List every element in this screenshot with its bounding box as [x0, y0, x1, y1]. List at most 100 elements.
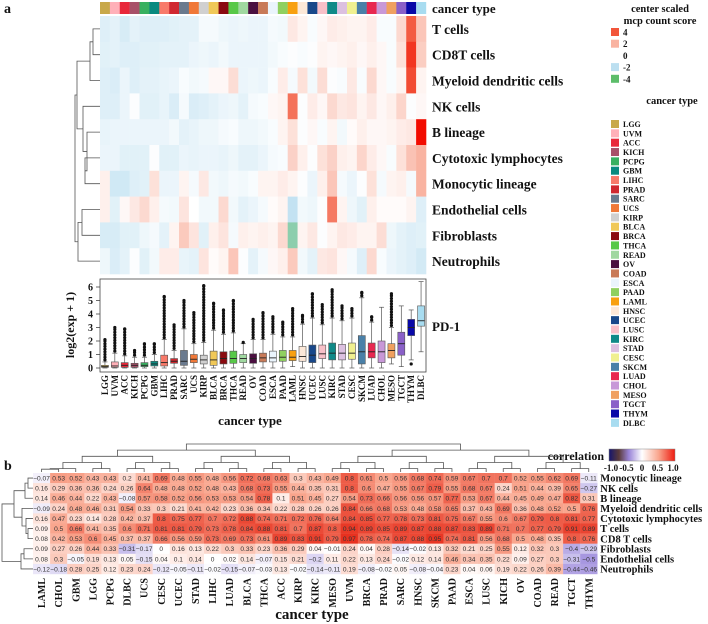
heatmap-cell: [366, 41, 377, 68]
correlation-value: 0.67: [463, 516, 476, 523]
correlation-value: 0.8: [550, 516, 559, 523]
legend-swatch-meso: [611, 390, 619, 399]
legend-swatch-lusc: [611, 325, 619, 334]
outlier-point: [212, 326, 216, 330]
legend-label-meso: MESO: [623, 391, 647, 400]
heatmap-cell: [346, 41, 358, 68]
heatmap-cell: [119, 222, 130, 249]
outlier-point: [231, 298, 235, 303]
correlation-column-labels: LAML CHOL GBM LGG PCPG DLBC UCS CESC UCEC STAD LIH…: [37, 577, 595, 609]
heatmap-cell: [386, 248, 397, 275]
heatmap-cell: [258, 170, 269, 197]
correlation-cell: [118, 553, 136, 565]
correlation-cell: [477, 563, 495, 575]
correlation-value: 0.72: [223, 516, 236, 523]
correlation-value: −0.29: [580, 546, 597, 553]
heatmap-cell: [100, 93, 111, 120]
correlation-value: 0.22: [86, 496, 99, 503]
correlation-cell: [221, 483, 239, 494]
correlation-cell: [375, 473, 393, 484]
outlier-point: [162, 330, 166, 334]
correlation-value: 0.28: [104, 516, 117, 523]
heatmap-cell: [416, 67, 427, 94]
correlation-value: 0.44: [86, 546, 99, 553]
correlation-cell: [238, 553, 256, 565]
correlation-value: 0.91: [309, 536, 322, 543]
heatmap-cell: [179, 196, 190, 223]
correlation-value: 0.35: [104, 526, 117, 533]
correlation-value: 0.88: [411, 536, 424, 543]
correlation-cell: [255, 563, 273, 575]
heatmap-cell: [208, 41, 219, 68]
correlation-value: 0.56: [172, 536, 185, 543]
outlier-point: [123, 349, 127, 353]
heatmap-cell: [317, 93, 328, 120]
heatmap-cell: [327, 67, 338, 94]
correlation-value: 0.7: [499, 475, 508, 482]
outlier-point: [202, 298, 206, 302]
correlation-value: 0.6: [362, 486, 371, 493]
correlation-cell: [33, 483, 51, 494]
heatmap-cell: [238, 222, 249, 249]
heatmap-cell: [109, 170, 121, 197]
correlation-value: 0.55: [446, 486, 459, 493]
outlier-point: [330, 311, 334, 315]
heatmap-cell: [356, 222, 368, 249]
correlation-cell: [33, 473, 51, 484]
score-legend-tick: -2: [623, 63, 631, 73]
x-tick-label: BRCA: [219, 375, 229, 401]
outlier-point: [291, 325, 295, 329]
correlation-value: 0.48: [155, 486, 168, 493]
heatmap-cell: [307, 170, 318, 197]
dendrogram-branch: [81, 209, 100, 236]
correlation-cell: [238, 523, 256, 534]
correlation-value: 0.46: [446, 556, 459, 563]
legend-swatch-dlbc: [611, 418, 619, 427]
correlation-cell: [135, 533, 153, 544]
colorbar-tick-label: -0.5: [619, 463, 634, 473]
heatmap-cell: [159, 119, 170, 146]
y-tick-label: 5: [88, 296, 93, 307]
heatmap-cell: [208, 16, 219, 43]
heatmap-cell: [327, 16, 338, 43]
outlier-point: [182, 314, 186, 318]
outlier-point: [212, 307, 216, 311]
heatmap-cell: [287, 41, 298, 68]
correlation-value: 0.19: [343, 566, 356, 573]
correlation-cell: [221, 503, 239, 514]
correlation-column-label: LGG: [88, 578, 99, 600]
heatmap-cell: [218, 145, 229, 172]
score-legend-swatch: [611, 39, 619, 48]
score-legend-tick: 2: [623, 39, 628, 49]
correlation-cell: [392, 543, 410, 554]
correlation-value: 0.27: [531, 556, 544, 563]
outlier-point: [162, 309, 166, 313]
heatmap-cell: [198, 67, 209, 94]
outlier-point: [330, 292, 334, 297]
correlation-cell: [84, 503, 102, 514]
correlation-cell: [443, 493, 461, 504]
legend-swatch-blca: [611, 222, 619, 231]
heatmap-cell: [297, 67, 308, 94]
heatmap-cell: [228, 222, 239, 249]
outlier-point: [162, 327, 166, 332]
outlier-point: [202, 292, 206, 297]
correlation-cell: [426, 533, 444, 544]
outlier-point: [221, 308, 226, 312]
annotation-cell-lusc: [317, 2, 328, 14]
dendrogram-branch: [74, 94, 78, 243]
outlier-point: [192, 329, 196, 333]
correlation-value: 0.26: [121, 486, 134, 493]
outlier-point: [162, 306, 166, 310]
correlation-cell: [238, 543, 256, 554]
outlier-point: [123, 346, 127, 351]
correlation-value: 0.81: [565, 516, 578, 523]
correlation-value: 0.54: [240, 496, 253, 503]
correlation-value: 0.12: [104, 566, 117, 573]
box-uvm: [111, 361, 119, 368]
correlation-column-label: LIHC: [208, 578, 219, 604]
correlation-column-label: KICH: [499, 578, 510, 605]
heatmap-cell: [109, 67, 121, 94]
correlation-value: 0.79: [548, 526, 561, 533]
correlation-cell: [477, 553, 495, 565]
